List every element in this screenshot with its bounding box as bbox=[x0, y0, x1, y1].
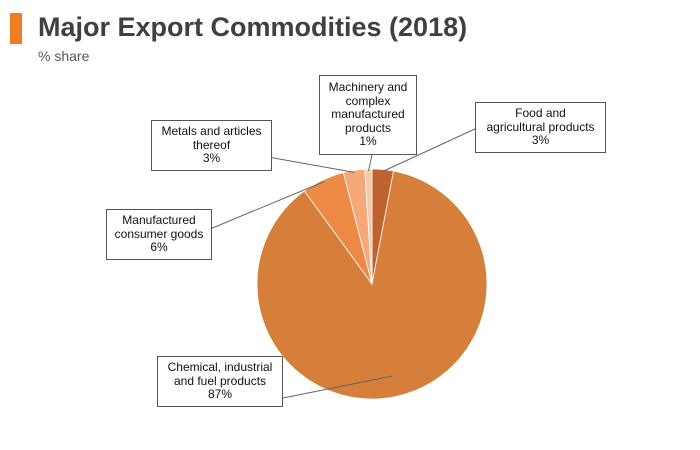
slice-label-value: 6% bbox=[150, 240, 168, 255]
slice-label-metals-articles: Metals and articles thereof 3% bbox=[151, 120, 272, 171]
slice-label-value: 3% bbox=[202, 151, 221, 166]
slice-label-name: Metals and articles thereof bbox=[161, 124, 262, 152]
pie-slice bbox=[256, 170, 488, 400]
slice-label-chemical-industrial-fuel: Chemical, industrial and fuel products 8… bbox=[157, 356, 283, 407]
slice-label-value: 87% bbox=[207, 387, 233, 402]
slice-label-food-agricultural: Food and agricultural products 3% bbox=[475, 102, 606, 153]
title-accent-bar bbox=[10, 13, 22, 44]
pie-slices bbox=[256, 168, 488, 400]
slice-label-name: Machinery and complex manufactured produ… bbox=[328, 80, 408, 135]
chart-title: Major Export Commodities (2018) bbox=[38, 12, 468, 42]
slice-label-name: Chemical, industrial and fuel products bbox=[167, 360, 273, 388]
slice-label-manufactured-consumer-goods: Manufactured consumer goods 6% bbox=[106, 209, 212, 260]
leader-line bbox=[382, 127, 478, 172]
leader-line bbox=[267, 156, 355, 173]
chart-subtitle: % share bbox=[38, 48, 90, 64]
leader-lines bbox=[209, 127, 478, 399]
slice-label-name: Manufactured consumer goods bbox=[114, 213, 204, 241]
leader-line bbox=[282, 375, 393, 399]
slice-label-value: 3% bbox=[531, 133, 550, 148]
leader-line bbox=[367, 154, 373, 172]
slice-label-machinery-complex: Machinery and complex manufactured produ… bbox=[319, 75, 417, 155]
slice-label-name: Food and agricultural products bbox=[486, 106, 595, 134]
leader-line bbox=[209, 181, 325, 230]
slice-label-value: 1% bbox=[359, 134, 377, 149]
